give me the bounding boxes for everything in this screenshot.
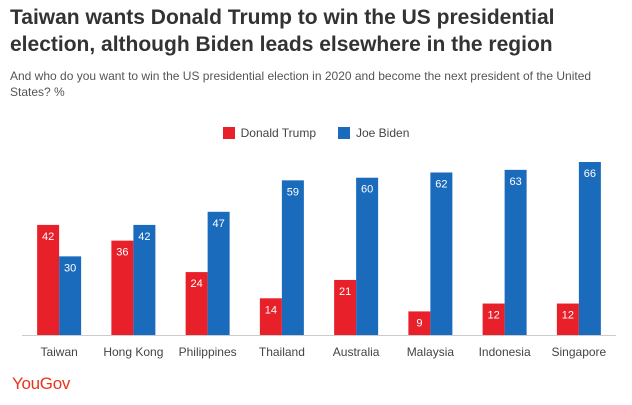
x-tick-label: Thailand — [259, 345, 305, 359]
bar-trump-taiwan — [37, 224, 60, 335]
legend-label-trump: Donald Trump — [240, 126, 316, 140]
bar-biden-malaysia — [430, 172, 453, 335]
bar-biden-hong-kong — [133, 224, 156, 335]
legend-label-biden: Joe Biden — [356, 126, 410, 140]
bar-biden-taiwan — [59, 256, 82, 335]
legend: Donald Trump Joe Biden — [0, 124, 632, 142]
data-label-biden-indonesia: 63 — [510, 176, 522, 188]
chart-subtitle: And who do you want to win the US presid… — [10, 69, 592, 99]
legend-item-biden: Joe Biden — [338, 124, 409, 142]
data-label-trump-philippines: 24 — [191, 278, 203, 290]
data-label-trump-australia: 21 — [339, 286, 351, 298]
yougov-logo: YouGov — [12, 374, 71, 393]
data-label-biden-hong-kong: 42 — [138, 231, 150, 243]
bar-biden-philippines — [207, 211, 230, 335]
chart-title: Taiwan wants Donald Trump to win the US … — [10, 6, 555, 56]
bar-trump-hong-kong — [111, 240, 134, 335]
legend-swatch-biden — [338, 127, 350, 139]
legend-item-trump: Donald Trump — [222, 124, 316, 142]
x-tick-label: Hong Kong — [103, 345, 163, 359]
data-label-biden-philippines: 47 — [213, 218, 225, 230]
data-label-trump-thailand: 14 — [265, 304, 277, 316]
data-label-trump-taiwan: 42 — [42, 231, 54, 243]
x-tick-label: Indonesia — [479, 345, 531, 359]
data-label-biden-malaysia: 62 — [435, 178, 447, 190]
bar-trump-malaysia — [408, 311, 431, 335]
bar-trump-singapore — [556, 303, 579, 335]
bar-biden-singapore — [578, 162, 601, 335]
data-label-trump-malaysia: 9 — [416, 317, 422, 329]
bar-biden-indonesia — [504, 169, 527, 335]
x-tick-label: Malaysia — [407, 345, 455, 359]
legend-swatch-trump — [222, 127, 235, 139]
data-label-biden-australia: 60 — [361, 184, 373, 196]
bar-biden-thailand — [281, 180, 304, 335]
bar-trump-indonesia — [482, 303, 505, 335]
data-label-trump-hong-kong: 36 — [116, 247, 128, 259]
data-label-biden-taiwan: 30 — [64, 262, 76, 274]
data-label-trump-singapore: 12 — [562, 310, 574, 322]
data-label-biden-thailand: 59 — [287, 186, 299, 198]
data-label-trump-indonesia: 12 — [488, 310, 500, 322]
x-tick-label: Australia — [333, 345, 380, 359]
x-tick-label: Singapore — [552, 345, 607, 359]
bar-trump-thailand — [259, 298, 282, 335]
bar-trump-australia — [334, 279, 357, 335]
x-tick-label: Taiwan — [40, 345, 77, 359]
bar-trump-philippines — [185, 272, 208, 335]
bar-biden-australia — [356, 177, 379, 335]
x-tick-label: Philippines — [179, 345, 237, 359]
data-label-biden-singapore: 66 — [584, 168, 596, 180]
